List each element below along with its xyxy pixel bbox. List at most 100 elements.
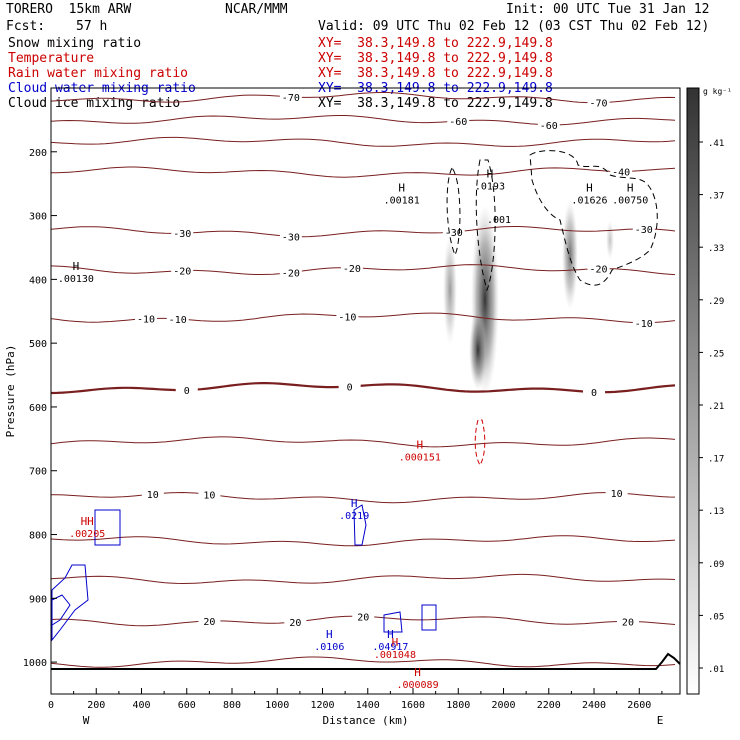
contour-label-bg xyxy=(442,227,465,238)
colorbar-tick-label: .37 xyxy=(708,192,724,202)
contour-label-bg xyxy=(198,489,221,500)
contour-label-bg xyxy=(279,267,302,278)
contour-label-bg xyxy=(175,384,198,395)
temperature-contour-line xyxy=(51,115,676,126)
x-tick-label: 600 xyxy=(178,700,196,711)
fcst-value: 57 h xyxy=(76,19,108,34)
y-tick-label: 1000 xyxy=(23,658,47,669)
temperature-contour-label: -60 xyxy=(540,121,558,132)
field-xy-cloud-ice: XY= 38.3,149.8 to 222.9,149.8 xyxy=(318,96,553,111)
temperature-contour-line xyxy=(51,535,676,547)
organization: NCAR/MMM xyxy=(225,2,288,17)
maximum-marker: H xyxy=(416,438,423,451)
contour-label-bg xyxy=(166,313,189,324)
contour-label-bg xyxy=(537,119,560,130)
field-name-cloud-water: Cloud water mixing ratio xyxy=(8,81,196,96)
colorbar-tick-label: .29 xyxy=(708,297,724,307)
temperature-contour-label: -10 xyxy=(169,315,187,326)
y-tick-label: 800 xyxy=(29,531,47,542)
colorbar-tick-label: .13 xyxy=(708,507,724,517)
temperature-contour-line xyxy=(51,136,676,147)
colorbar-tick-label: .09 xyxy=(708,560,724,570)
temperature-contour-label: 10 xyxy=(147,490,159,501)
maximum-value: .00750 xyxy=(612,195,648,206)
colorbar-tick-label: .41 xyxy=(708,139,724,149)
maximum-value: .0106 xyxy=(314,642,344,653)
maximum-value: .0193 xyxy=(475,181,505,192)
x-end-label-west: W xyxy=(83,714,90,727)
contour-label-bg xyxy=(447,116,470,127)
maximum-marker: H xyxy=(326,628,333,641)
chart-header: TORERO 15km ARW NCAR/MMM Init: 00 UTC Tu… xyxy=(0,0,740,111)
temperature-contour-label: -70 xyxy=(590,99,608,110)
field-name-temperature: Temperature xyxy=(8,51,95,66)
y-axis-title: Pressure (hPa) xyxy=(4,345,17,438)
fcst-label: Fcst: xyxy=(6,19,46,34)
y-tick-label: 400 xyxy=(29,275,47,286)
x-tick-label: 1800 xyxy=(446,700,470,711)
contour-label-bg xyxy=(198,615,221,626)
field-xy-rain: XY= 38.3,149.8 to 222.9,149.8 xyxy=(318,66,553,81)
x-tick-label: 0 xyxy=(48,700,54,711)
x-tick-label: 1000 xyxy=(265,700,289,711)
x-tick-label: 400 xyxy=(132,700,150,711)
temperature-contour-label: -20 xyxy=(173,267,191,278)
colorbar-tick-label: .33 xyxy=(708,244,724,254)
field-name-snow: Snow mixing ratio xyxy=(8,36,142,51)
colorbar-tick-label: .01 xyxy=(708,665,724,675)
cloud-ice-contour xyxy=(475,159,496,292)
colorbar-tick-label: .25 xyxy=(708,349,724,359)
maximum-marker: H xyxy=(392,636,399,649)
cloud-water-contour xyxy=(94,509,121,546)
temperature-contour-label: 0 xyxy=(184,386,190,397)
contour-label-bg xyxy=(583,387,606,398)
colorbar: .41 .37 .33 .29 .25 .21 .17 .13 .09 .05 .01 g kg⁻¹ xyxy=(686,87,732,695)
colorbar-tick-label: .17 xyxy=(708,455,724,465)
temperature-contour-label: 0 xyxy=(591,388,597,399)
maximum-value: .000089 xyxy=(396,680,438,691)
contour-label-bg xyxy=(587,97,610,108)
contour-label-bg xyxy=(279,91,302,102)
x-end-label-east: E xyxy=(657,714,664,727)
temperature-contour-label: 0 xyxy=(347,383,353,394)
colorbar-ramp xyxy=(686,87,700,695)
contour-label-bg xyxy=(135,313,158,324)
temperature-contour-label: 10 xyxy=(611,489,623,500)
temperature-contour-line xyxy=(51,264,676,276)
contour-label-bg xyxy=(171,228,194,239)
x-tick-label: 1200 xyxy=(310,700,334,711)
cloud-water-contour xyxy=(51,564,89,642)
temperature-contour-label: -10 xyxy=(137,315,155,326)
contour-label-bg xyxy=(340,262,363,273)
maximum-value: .00130 xyxy=(58,274,94,285)
axes: 0 200 400 600 800 1000 1200 1400 1600 1800 2000 220… xyxy=(4,148,663,727)
maximum-marker: H xyxy=(586,181,593,194)
contour-label-bg xyxy=(605,487,628,498)
temperature-contour-label: -60 xyxy=(449,117,467,128)
maximum-value: .04917 xyxy=(372,642,408,653)
maximum-marker: H xyxy=(387,628,394,641)
contour-label-bg xyxy=(632,223,655,234)
contour-label-bg xyxy=(336,311,359,322)
maximum-marker: H xyxy=(414,666,421,679)
contour-label-bg xyxy=(352,611,375,622)
field-xy-snow: XY= 38.3,149.8 to 222.9,149.8 xyxy=(318,36,553,51)
temperature-contour-label: -30 xyxy=(173,229,191,240)
y-tick-label: 500 xyxy=(29,339,47,350)
field-name-cloud-ice: Cloud ice mixing ratio xyxy=(8,96,181,111)
temperature-contour-line xyxy=(51,656,676,668)
x-tick-label: 2400 xyxy=(582,700,606,711)
contour-label-bg xyxy=(610,166,633,177)
temperature-contour-line xyxy=(51,166,676,178)
temperature-contours: -70 -70 -60 -60 -40 -30 -30 -30 -30 -20 -20 -20 -20 -… xyxy=(51,91,676,668)
y-tick-label: 600 xyxy=(29,403,47,414)
temperature-contour-line xyxy=(51,92,676,104)
temperature-contour-label: 10 xyxy=(203,490,215,501)
contour-label-bg xyxy=(279,231,302,242)
temperature-contour-label: -20 xyxy=(590,265,608,276)
y-tick-label: 300 xyxy=(29,212,47,223)
maximum-value: .01626 xyxy=(571,195,607,206)
plot-frame xyxy=(50,87,681,695)
colorbar-tick-label: .21 xyxy=(708,402,724,412)
